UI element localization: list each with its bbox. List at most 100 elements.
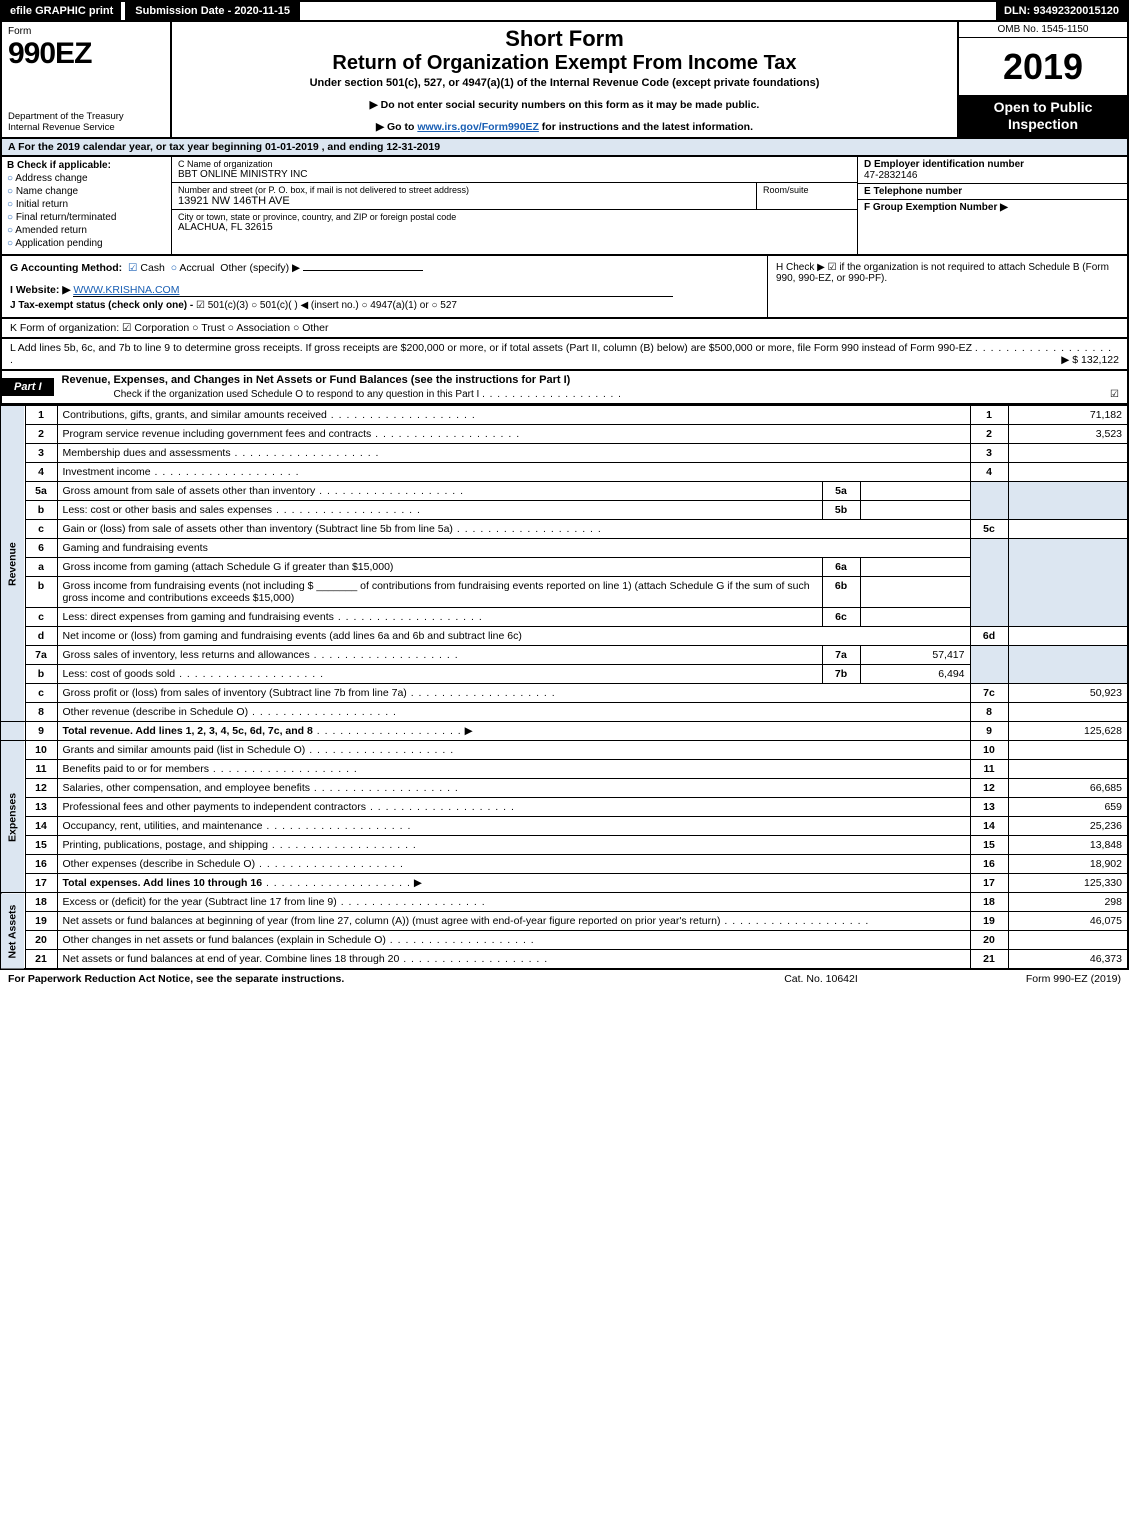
- v-3: [1008, 444, 1128, 463]
- d-1: Contributions, gifts, grants, and simila…: [63, 409, 327, 421]
- footer-form: Form 990-EZ (2019): [921, 973, 1121, 985]
- v-2: 3,523: [1008, 425, 1128, 444]
- tax-year: 2019: [959, 38, 1127, 95]
- col-def: D Employer identification number 47-2832…: [857, 157, 1127, 254]
- d-15: Printing, publications, postage, and shi…: [63, 839, 268, 851]
- part-1-chk[interactable]: ☑: [1110, 389, 1119, 400]
- d-7c: Gross profit or (loss) from sales of inv…: [63, 687, 407, 699]
- d-7b: Less: cost of goods sold: [63, 668, 176, 680]
- g-label: G Accounting Method:: [10, 262, 122, 274]
- g-cash[interactable]: Cash: [128, 262, 165, 274]
- part-1-title: Revenue, Expenses, and Changes in Net As…: [54, 371, 1127, 389]
- irs-link[interactable]: www.irs.gov/Form990EZ: [417, 121, 539, 133]
- chk-amended-return[interactable]: Amended return: [7, 225, 166, 236]
- d-20: Other changes in net assets or fund bala…: [63, 934, 386, 946]
- d-14: Occupancy, rent, utilities, and maintena…: [63, 820, 263, 832]
- d-19: Net assets or fund balances at beginning…: [63, 915, 721, 927]
- g-accrual[interactable]: Accrual: [171, 262, 215, 274]
- org-name: BBT ONLINE MINISTRY INC: [178, 169, 851, 180]
- d-2: Program service revenue including govern…: [63, 428, 372, 440]
- mv-7a: 57,417: [860, 646, 970, 665]
- h-schedule-b[interactable]: H Check ▶ ☑ if the organization is not r…: [767, 256, 1127, 317]
- page-footer: For Paperwork Reduction Act Notice, see …: [0, 970, 1129, 988]
- v-17: 125,330: [1008, 874, 1128, 893]
- v-18: 298: [1008, 893, 1128, 912]
- footer-cat: Cat. No. 10642I: [721, 973, 921, 985]
- col-c: C Name of organization BBT ONLINE MINIST…: [172, 157, 857, 254]
- j-label: J Tax-exempt status (check only one) -: [10, 300, 193, 311]
- city-label: City or town, state or province, country…: [178, 212, 851, 222]
- chk-name-change[interactable]: Name change: [7, 186, 166, 197]
- col-b: B Check if applicable: Address change Na…: [2, 157, 172, 254]
- v-20: [1008, 931, 1128, 950]
- g-other-input[interactable]: [303, 270, 423, 271]
- chk-final-return[interactable]: Final return/terminated: [7, 212, 166, 223]
- d-6d: Net income or (loss) from gaming and fun…: [57, 627, 970, 646]
- mv-6b: [860, 577, 970, 608]
- chk-address-change[interactable]: Address change: [7, 173, 166, 184]
- c-name-label: C Name of organization: [178, 159, 851, 169]
- side-revenue: Revenue: [1, 406, 25, 722]
- form-number: 990EZ: [8, 37, 164, 71]
- v-6d: [1008, 627, 1128, 646]
- top-bar: efile GRAPHIC print Submission Date - 20…: [0, 0, 1129, 22]
- efile-label[interactable]: efile GRAPHIC print: [2, 2, 121, 20]
- m-5a: 5a: [822, 482, 860, 501]
- r-15: 15: [970, 836, 1008, 855]
- r-4: 4: [970, 463, 1008, 482]
- r-5c: 5c: [970, 520, 1008, 539]
- mv-6c: [860, 608, 970, 627]
- r-21: 21: [970, 950, 1008, 970]
- d-7a: Gross sales of inventory, less returns a…: [63, 649, 310, 661]
- open-inspection: Open to Public Inspection: [959, 95, 1127, 137]
- v-1: 71,182: [1008, 406, 1128, 425]
- v-9: 125,628: [1008, 722, 1128, 741]
- v-15: 13,848: [1008, 836, 1128, 855]
- r-20: 20: [970, 931, 1008, 950]
- form-word: Form: [8, 26, 164, 37]
- lno-1: 1: [25, 406, 57, 425]
- note-goto-pre: ▶ Go to: [376, 121, 417, 133]
- v-14: 25,236: [1008, 817, 1128, 836]
- r-17: 17: [970, 874, 1008, 893]
- note-goto-post: for instructions and the latest informat…: [539, 121, 753, 133]
- e-phone-label: E Telephone number: [864, 186, 1121, 197]
- d-17: Total expenses. Add lines 10 through 16: [63, 877, 263, 889]
- j-options[interactable]: ☑ 501(c)(3) ○ 501(c)( ) ◀ (insert no.) ○…: [196, 300, 457, 311]
- ein-value: 47-2832146: [864, 170, 1121, 181]
- d-11: Benefits paid to or for members: [63, 763, 209, 775]
- row-a-tax-year: A For the 2019 calendar year, or tax yea…: [0, 139, 1129, 157]
- d-18: Excess or (deficit) for the year (Subtra…: [63, 896, 337, 908]
- r-13: 13: [970, 798, 1008, 817]
- d-16: Other expenses (describe in Schedule O): [63, 858, 256, 870]
- org-city: ALACHUA, FL 32615: [178, 222, 851, 233]
- g-other[interactable]: Other (specify) ▶: [220, 262, 300, 274]
- r-12: 12: [970, 779, 1008, 798]
- d-6c: Less: direct expenses from gaming and fu…: [63, 611, 334, 623]
- f-group-label: F Group Exemption Number ▶: [864, 202, 1121, 213]
- note-goto: ▶ Go to www.irs.gov/Form990EZ for instru…: [180, 121, 949, 133]
- department-label: Department of the Treasury Internal Reve…: [8, 111, 164, 133]
- row-k[interactable]: K Form of organization: ☑ Corporation ○ …: [0, 319, 1129, 339]
- m-5b: 5b: [822, 501, 860, 520]
- r-14: 14: [970, 817, 1008, 836]
- r-1: 1: [970, 406, 1008, 425]
- mv-5a: [860, 482, 970, 501]
- omb-number: OMB No. 1545-1150: [959, 22, 1127, 38]
- r-3: 3: [970, 444, 1008, 463]
- d-6b: Gross income from fundraising events (no…: [57, 577, 822, 608]
- d-8: Other revenue (describe in Schedule O): [63, 706, 249, 718]
- r-19: 19: [970, 912, 1008, 931]
- chk-application-pending[interactable]: Application pending: [7, 238, 166, 249]
- m-6b: 6b: [822, 577, 860, 608]
- mv-5b: [860, 501, 970, 520]
- chk-initial-return[interactable]: Initial return: [7, 199, 166, 210]
- side-net-assets: Net Assets: [1, 893, 25, 970]
- v-16: 18,902: [1008, 855, 1128, 874]
- note-ssn: ▶ Do not enter social security numbers o…: [180, 99, 949, 111]
- dln: DLN: 93492320015120: [996, 2, 1127, 20]
- m-6c: 6c: [822, 608, 860, 627]
- r-7c: 7c: [970, 684, 1008, 703]
- d-21: Net assets or fund balances at end of ye…: [63, 953, 400, 965]
- website-link[interactable]: WWW.KRISHNA.COM: [73, 284, 673, 297]
